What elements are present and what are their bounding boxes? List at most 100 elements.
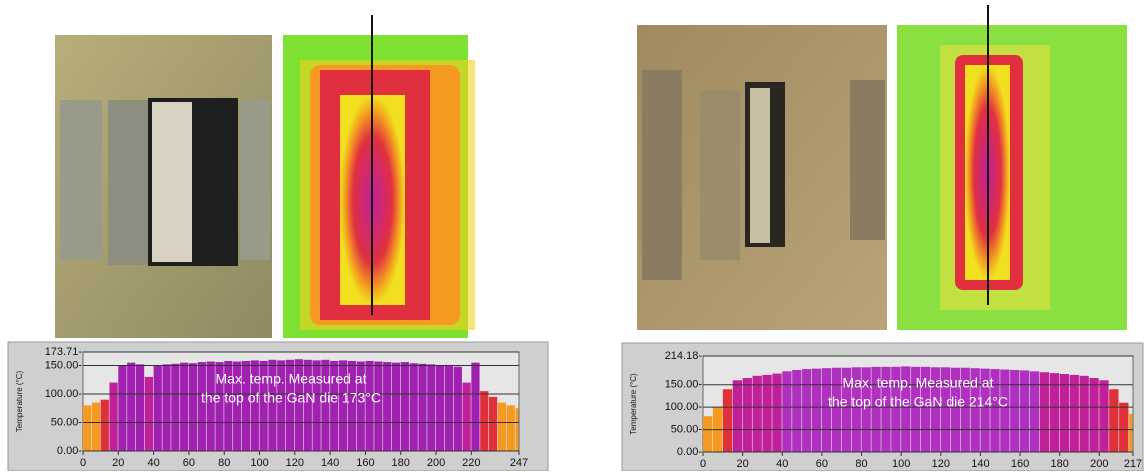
y-axis-label: Temperature (°C) xyxy=(629,373,638,435)
y-tick-label: 214.18- xyxy=(665,350,703,362)
bar xyxy=(1030,371,1039,452)
x-tick-label: 60 xyxy=(183,457,195,469)
x-tick-label: 140 xyxy=(971,458,989,470)
bar xyxy=(743,378,752,452)
bar xyxy=(1089,378,1098,452)
x-tick-label: 180 xyxy=(392,457,410,469)
x-tick-label: 80 xyxy=(855,458,867,470)
x-tick-label: 200 xyxy=(1090,458,1108,470)
bar xyxy=(189,363,197,451)
bar xyxy=(471,363,479,451)
bar xyxy=(180,363,188,451)
x-tick-label: 120 xyxy=(286,457,304,469)
bar xyxy=(365,361,373,451)
annotation: Max. temp. Measured at xyxy=(843,375,994,391)
bar xyxy=(1099,380,1108,452)
x-tick-label: 100 xyxy=(250,457,268,469)
bar xyxy=(374,362,382,451)
x-tick-label: 160 xyxy=(1011,458,1029,470)
y-tick-label: 150.00- xyxy=(665,379,703,391)
x-tick-label: 80 xyxy=(218,457,230,469)
bar xyxy=(515,408,518,451)
bar xyxy=(401,362,409,451)
figure: 0.00-50.00-100.00-150.00-173.71-02040608… xyxy=(0,0,1145,471)
x-tick-label: 247 xyxy=(510,457,528,469)
bar xyxy=(109,383,117,451)
y-tick-label: 173.71- xyxy=(45,346,83,358)
bar xyxy=(489,397,497,451)
bar xyxy=(427,364,435,451)
bar xyxy=(1119,403,1128,452)
bar xyxy=(1079,376,1088,452)
bar xyxy=(703,416,712,452)
bar xyxy=(410,363,418,451)
y-tick-label: 50.00- xyxy=(51,416,83,428)
bar xyxy=(753,376,762,452)
x-tick-label: 20 xyxy=(112,457,124,469)
bar xyxy=(1109,389,1118,452)
bar xyxy=(92,403,100,451)
x-tick-label: 100 xyxy=(892,458,910,470)
bar xyxy=(145,377,153,451)
bar xyxy=(772,374,781,452)
bar xyxy=(1020,370,1029,452)
x-tick-label: 40 xyxy=(776,458,788,470)
bar xyxy=(154,366,162,451)
bar xyxy=(83,405,91,451)
x-tick-label: 0 xyxy=(700,458,706,470)
annotation: the top of the GaN die 173°C xyxy=(201,390,381,406)
x-tick-label: 220 xyxy=(462,457,480,469)
y-tick-label: 150.00- xyxy=(45,359,83,371)
annotation: the top of the GaN die 214°C xyxy=(828,394,1008,410)
bar xyxy=(171,364,179,451)
y-tick-label: 0.00- xyxy=(57,445,82,457)
x-tick-label: 120 xyxy=(932,458,950,470)
device-photo xyxy=(637,25,887,330)
x-tick-label: 160 xyxy=(356,457,374,469)
y-tick-label: 0.00- xyxy=(677,446,702,458)
bar xyxy=(445,365,453,451)
bar xyxy=(480,391,488,451)
y-tick-label: 100.00- xyxy=(45,388,83,400)
bar xyxy=(418,364,426,451)
bar xyxy=(463,383,471,451)
bar xyxy=(1010,370,1019,452)
bar xyxy=(436,366,444,451)
bar xyxy=(198,362,206,451)
x-tick-label: 40 xyxy=(147,457,159,469)
y-tick-label: 100.00- xyxy=(665,401,703,413)
x-tick-label: 140 xyxy=(321,457,339,469)
bar xyxy=(498,403,506,451)
bar xyxy=(162,364,170,451)
bar xyxy=(136,364,144,451)
bar xyxy=(118,366,126,451)
bar xyxy=(802,369,811,452)
x-tick-label: 20 xyxy=(737,458,749,470)
x-tick-label: 0 xyxy=(80,457,86,469)
page: {"chart_data": [ {"type": "bar", "y_labe… xyxy=(0,0,1145,471)
bar xyxy=(733,380,742,452)
annotation: Max. temp. Measured at xyxy=(216,371,367,387)
bar xyxy=(1070,375,1079,452)
x-tick-label: 60 xyxy=(816,458,828,470)
y-axis-label: Temperature (°C) xyxy=(15,370,24,432)
bar xyxy=(723,389,732,452)
bar xyxy=(792,370,801,452)
bar xyxy=(812,369,821,452)
bar xyxy=(822,368,831,452)
bar xyxy=(101,400,109,451)
bar xyxy=(782,371,791,452)
bar xyxy=(1060,374,1069,452)
device-photo xyxy=(55,35,272,338)
bar xyxy=(832,368,841,452)
bar xyxy=(383,362,391,451)
bar xyxy=(392,363,400,451)
bar xyxy=(1040,372,1049,452)
x-tick-label: 217 xyxy=(1124,458,1142,470)
y-tick-label: 50.00- xyxy=(671,423,703,435)
bar xyxy=(207,362,215,451)
bar xyxy=(454,367,462,451)
bar xyxy=(127,363,135,451)
x-tick-label: 200 xyxy=(427,457,445,469)
bar xyxy=(762,375,771,452)
